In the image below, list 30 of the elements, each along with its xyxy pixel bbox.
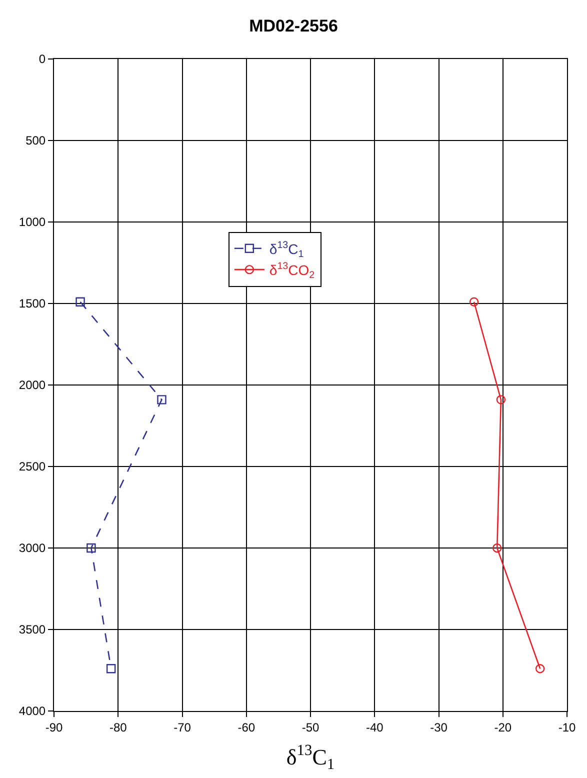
point [496, 395, 506, 404]
x-tick-label: -60 [238, 720, 256, 734]
x-tick-label: -80 [109, 720, 128, 734]
x-tick-label: -30 [430, 720, 448, 734]
x-tick-label: -10 [558, 720, 576, 734]
x-tick-label: -20 [494, 720, 512, 734]
legend-label: δ$^{13}$CO$_{2}$ [269, 261, 315, 281]
y-tick-label: 3500 [18, 622, 46, 637]
y-tick-label: 0 [38, 52, 46, 66]
y-tick-label: 3000 [18, 541, 46, 556]
x-tick-label: -40 [366, 720, 384, 734]
x-tick-label: -50 [302, 720, 320, 734]
point [492, 543, 502, 553]
point [76, 297, 85, 306]
y-tick-label: 500 [26, 134, 46, 148]
point [469, 297, 479, 306]
x-axis-title: δ$^{13}$C$_{1}$ [286, 742, 335, 773]
point [86, 543, 96, 553]
chart-title: MD02-2556 [249, 16, 338, 36]
y-tick-label: 4000 [18, 704, 46, 718]
y-tick-label: 2500 [18, 460, 46, 474]
y-tick-label: 2000 [18, 378, 46, 392]
x-tick-label: -70 [174, 720, 192, 734]
y-tick-label: 1500 [18, 296, 46, 311]
point [535, 664, 545, 674]
x-tick-label: -90 [45, 720, 63, 734]
legend-label: δ$^{13}$C$_{1}$ [269, 240, 304, 260]
point [157, 395, 166, 404]
y-tick-label: 1000 [18, 215, 46, 230]
point [106, 664, 116, 674]
